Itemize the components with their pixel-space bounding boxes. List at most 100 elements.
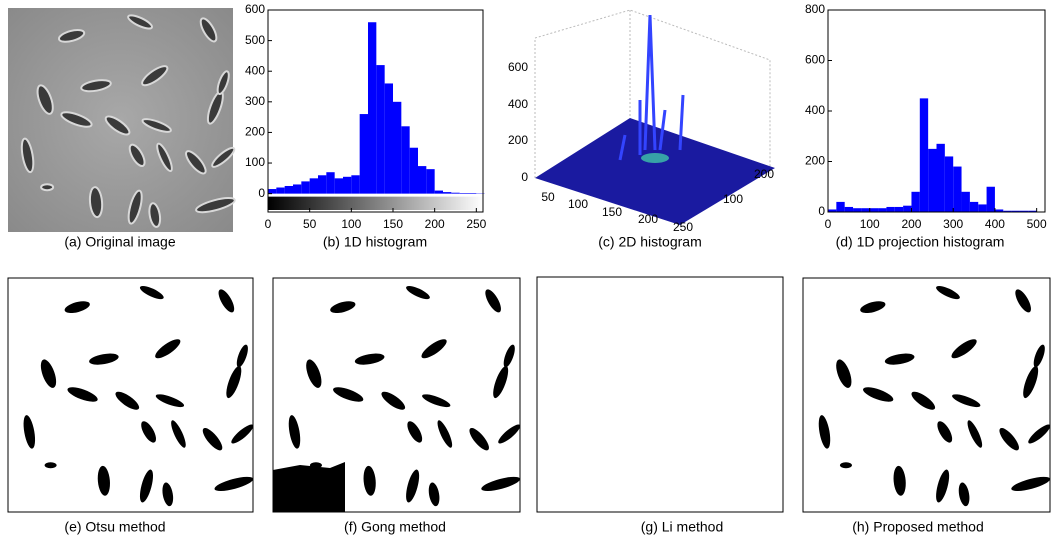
cell [171, 420, 186, 448]
cell [97, 465, 110, 496]
cell [406, 285, 430, 300]
x-tick-label: 500 [1027, 217, 1047, 231]
cell [421, 339, 447, 359]
caption: (f) Gong method [344, 519, 446, 535]
cell [836, 359, 852, 388]
cell [139, 285, 164, 300]
caption: (g) Li method [641, 519, 723, 535]
bar [418, 166, 427, 194]
bar [401, 126, 410, 194]
bar [1019, 210, 1029, 212]
bar [384, 83, 393, 194]
y-tick-label: 200 [805, 154, 825, 168]
axes-box [267, 9, 484, 213]
cell [128, 143, 146, 168]
bar [334, 178, 343, 194]
cell [127, 189, 143, 225]
cell [381, 391, 406, 410]
bar [268, 189, 277, 194]
bar [969, 201, 979, 212]
cell [89, 353, 119, 365]
bar [978, 204, 987, 212]
cell [88, 186, 104, 219]
bar [426, 169, 435, 194]
cell [407, 421, 423, 443]
bar [869, 208, 879, 212]
image-frame [802, 277, 1051, 513]
cell [406, 469, 420, 503]
bar [468, 193, 477, 194]
floor [535, 118, 775, 225]
cell [503, 344, 515, 368]
cell [999, 428, 1019, 451]
cell [231, 424, 254, 444]
z-tick-label: 600 [508, 60, 528, 74]
cell [1033, 344, 1045, 368]
caption: (d) 1D projection histogram [836, 234, 1005, 250]
cell [155, 394, 185, 408]
box-edges [534, 9, 771, 180]
cell [333, 387, 364, 402]
cell [80, 79, 112, 93]
cell [185, 150, 207, 175]
cell [36, 84, 54, 115]
x-tick-label: 100 [568, 197, 588, 211]
cell [20, 137, 35, 174]
cell [127, 14, 153, 30]
cell [218, 289, 235, 313]
bar [376, 65, 385, 194]
bar [928, 148, 937, 212]
caption: (b) 1D histogram [323, 234, 427, 250]
cell [211, 146, 236, 168]
bar [861, 208, 870, 212]
bar [318, 175, 327, 194]
cell [141, 421, 157, 443]
x-tick-label: 100 [860, 217, 880, 231]
y-tick-label: 200 [245, 125, 265, 139]
z-tick-label: 400 [508, 97, 528, 111]
x-tick-label: 300 [943, 217, 963, 231]
bar [326, 172, 335, 194]
cell [199, 17, 218, 43]
x-tick-label: 50 [303, 217, 317, 231]
y-tick-label: 0 [258, 186, 265, 200]
gray-colorbar [268, 196, 483, 210]
bar [434, 190, 443, 194]
x-tick-label: 250 [466, 217, 486, 231]
cell [1015, 289, 1031, 313]
cell [40, 359, 57, 388]
cell [481, 476, 521, 491]
cell [951, 339, 977, 359]
y-tick-label: 100 [723, 192, 743, 206]
cell [363, 465, 376, 496]
bar [1011, 210, 1020, 212]
x-tick-label: 100 [341, 217, 361, 231]
x-tick-label: 50 [541, 190, 555, 204]
cell [60, 111, 93, 128]
bar [1003, 210, 1012, 212]
cells [818, 285, 1051, 507]
bar [368, 22, 377, 194]
x-tick-label: 200 [425, 217, 445, 231]
cell [57, 28, 86, 43]
cell [958, 482, 970, 507]
x-tick-label: 150 [602, 205, 622, 219]
y-tick-label: 300 [245, 94, 265, 108]
bar [953, 166, 962, 212]
cells [20, 14, 236, 228]
cell [437, 420, 453, 448]
cell [493, 365, 509, 399]
cell [139, 469, 154, 503]
bar [986, 186, 995, 212]
cell [306, 359, 322, 388]
cell [141, 118, 172, 133]
bar [878, 208, 887, 212]
cell [288, 415, 301, 449]
cell [952, 394, 981, 408]
y-tick-label: 400 [245, 63, 265, 77]
image-frame [8, 8, 233, 232]
bar [994, 209, 1004, 212]
bar [451, 192, 460, 194]
y-tick-label: 600 [805, 53, 825, 67]
bar [961, 191, 970, 212]
